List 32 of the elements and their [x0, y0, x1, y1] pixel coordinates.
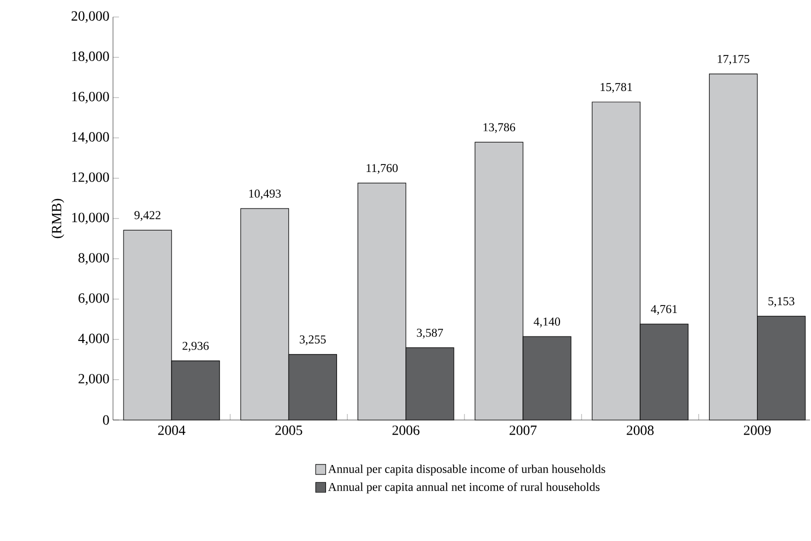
y-tick-label: 2,000	[78, 374, 109, 386]
x-tick-label: 2006	[392, 426, 420, 435]
y-tick-label: 18,000	[72, 52, 109, 64]
data-label: 17,175	[718, 54, 750, 65]
data-label: 11,760	[366, 164, 398, 174]
data-label: 10,493	[249, 190, 281, 200]
y-tick-label: 4,000	[78, 334, 109, 346]
y-tick-label: 0	[103, 415, 109, 425]
data-label: 3,255	[300, 335, 326, 346]
data-label: 3,587	[416, 328, 444, 339]
x-tick-label: 2004	[158, 426, 186, 435]
x-tick-label: 2007	[510, 426, 537, 435]
data-label: 15,781	[600, 82, 632, 93]
y-tick-label: 20,000	[72, 11, 109, 23]
data-label: 2,936	[182, 342, 209, 352]
legend-label: Annual per capita disposable income of urban households	[328, 464, 606, 476]
x-tick-label: 2008	[626, 426, 654, 435]
y-tick-label: 16,000	[72, 92, 109, 104]
data-label: 13,786	[484, 123, 516, 134]
data-label: 5,153	[768, 297, 794, 307]
legend-label: Annual per capita annual net income of rural households	[328, 482, 600, 494]
y-tick-label: 8,000	[78, 253, 109, 265]
x-tick-label: 2009	[744, 426, 771, 435]
data-label: 4,140	[534, 318, 560, 328]
y-axis-title: (RMB)	[51, 198, 64, 238]
y-tick-label: 14,000	[72, 132, 109, 144]
x-tick-label: 2005	[275, 426, 302, 435]
data-label: 4,761	[650, 305, 677, 315]
y-tick-label: 6,000	[78, 293, 109, 305]
data-label: 9,422	[134, 211, 160, 221]
y-tick-label: 10,000	[72, 212, 109, 224]
y-tick-label: 12,000	[72, 172, 109, 184]
